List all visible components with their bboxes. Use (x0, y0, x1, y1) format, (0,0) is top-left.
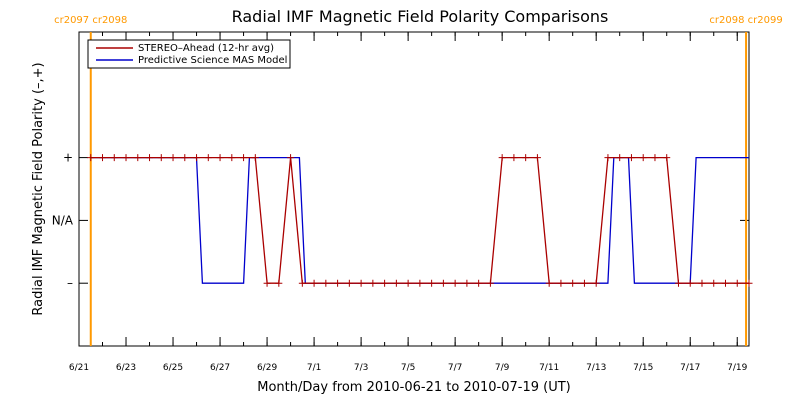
series-0-point-41 (569, 279, 577, 287)
x-tick-label-3: 6/27 (210, 363, 230, 373)
series-0-point-42 (580, 279, 588, 287)
x-tick-label-2: 6/25 (163, 363, 183, 373)
series-0-point-32 (463, 279, 471, 287)
y-axis-ticks (79, 157, 749, 284)
series-0-point-26 (392, 279, 400, 287)
series-0-point-13 (240, 154, 248, 162)
series-0-point-33 (475, 279, 483, 287)
series-0-point-52 (698, 279, 706, 287)
series-0-point-44 (604, 154, 612, 162)
series-0-point-17 (287, 154, 295, 162)
x-tick-label-13: 7/17 (680, 363, 700, 373)
series-0-point-1 (99, 154, 107, 162)
series-0-point-55 (733, 279, 741, 287)
series-0-point-2 (110, 154, 118, 162)
series-0-point-37 (522, 154, 530, 162)
carrington-label-0: cr2097 cr2098 (54, 15, 127, 26)
series-0-point-30 (439, 279, 447, 287)
x-tick-label-12: 7/15 (633, 363, 653, 373)
chart-title: Radial IMF Magnetic Field Polarity Compa… (232, 7, 609, 26)
series-0-point-22 (345, 279, 353, 287)
series-0-point-9 (193, 154, 201, 162)
x-tick-label-8: 7/7 (448, 363, 462, 373)
legend-label-mas: Predictive Science MAS Model (138, 55, 287, 66)
series-layer (87, 154, 753, 287)
legend-box (87, 39, 291, 69)
x-axis-tick-labels: 6/21 6/23 6/25 6/27 6/29 7/1 7/3 7/5 7/7 7/9 7/11 7… (69, 363, 748, 373)
series-0-point-7 (169, 154, 177, 162)
legend-label-stereo: STEREO–Ahead (12-hr avg) (138, 43, 274, 54)
series-0-point-48 (651, 154, 659, 162)
series-line-1 (90, 156, 749, 284)
series-0-point-38 (533, 154, 541, 162)
series-0-point-16 (275, 279, 283, 287)
y-tick-label-1: N/A (52, 213, 74, 227)
series-0-point-31 (451, 279, 459, 287)
series-line-0 (90, 156, 749, 284)
series-0-point-10 (204, 154, 212, 162)
series-0-point-12 (228, 154, 236, 162)
x-tick-label-5: 7/1 (307, 363, 321, 373)
series-0-point-18 (298, 279, 306, 287)
y-axis-tick-labels: – N/A + (52, 151, 74, 291)
series-0-point-35 (498, 154, 506, 162)
series-0-point-4 (134, 154, 142, 162)
series-0-point-50 (674, 279, 682, 287)
series-0-point-6 (157, 154, 165, 162)
series-0-point-36 (510, 154, 518, 162)
series-0-point-11 (216, 154, 224, 162)
series-0-point-40 (557, 279, 565, 287)
series-0-point-47 (639, 154, 647, 162)
series-0-point-23 (357, 279, 365, 287)
series-0-point-43 (592, 279, 600, 287)
series-0-point-19 (310, 279, 318, 287)
series-0-point-49 (663, 154, 671, 162)
carrington-markers: cr2097 cr2098 cr2098 cr2099 (54, 15, 783, 346)
series-0-point-8 (181, 154, 189, 162)
series-0-point-5 (146, 154, 154, 162)
series-0-point-24 (369, 279, 377, 287)
series-0-point-29 (428, 279, 436, 287)
x-tick-label-11: 7/13 (586, 363, 606, 373)
series-0-point-25 (381, 279, 389, 287)
carrington-label-1: cr2098 cr2099 (709, 15, 782, 26)
series-0-point-0 (87, 154, 95, 162)
x-axis-label: Month/Day from 2010-06-21 to 2010-07-19 … (257, 380, 570, 395)
y-axis-label: Radial IMF Magnetic Field Polarity (–,+) (31, 62, 46, 315)
series-0-point-54 (721, 279, 729, 287)
series-0-point-20 (322, 279, 330, 287)
series-0-point-45 (616, 154, 624, 162)
series-0-point-28 (416, 279, 424, 287)
series-0-point-34 (486, 279, 494, 287)
x-tick-label-6: 7/3 (354, 363, 368, 373)
x-tick-label-14: 7/19 (727, 363, 747, 373)
legend: STEREO–Ahead (12-hr avg) Predictive Scie… (87, 39, 291, 69)
series-0-point-27 (404, 279, 412, 287)
x-axis-ticks (78, 32, 738, 346)
y-tick-label-0: – (67, 276, 73, 290)
series-0-point-56 (745, 279, 753, 287)
series-0-point-53 (710, 279, 718, 287)
x-tick-label-0: 6/21 (69, 363, 89, 373)
series-0-point-3 (122, 154, 130, 162)
x-tick-label-1: 6/23 (116, 363, 136, 373)
x-tick-label-10: 7/11 (539, 363, 559, 373)
y-tick-label-2: + (63, 151, 73, 165)
series-0-point-39 (545, 279, 553, 287)
x-tick-label-9: 7/9 (495, 363, 510, 373)
plot-frame (78, 31, 750, 347)
series-0-point-15 (263, 279, 271, 287)
series-0-point-21 (334, 279, 342, 287)
series-0-point-14 (251, 154, 259, 162)
x-tick-label-4: 6/29 (257, 363, 277, 373)
x-tick-label-7: 7/5 (401, 363, 415, 373)
series-0-point-51 (686, 279, 694, 287)
series-0-point-46 (627, 154, 635, 162)
